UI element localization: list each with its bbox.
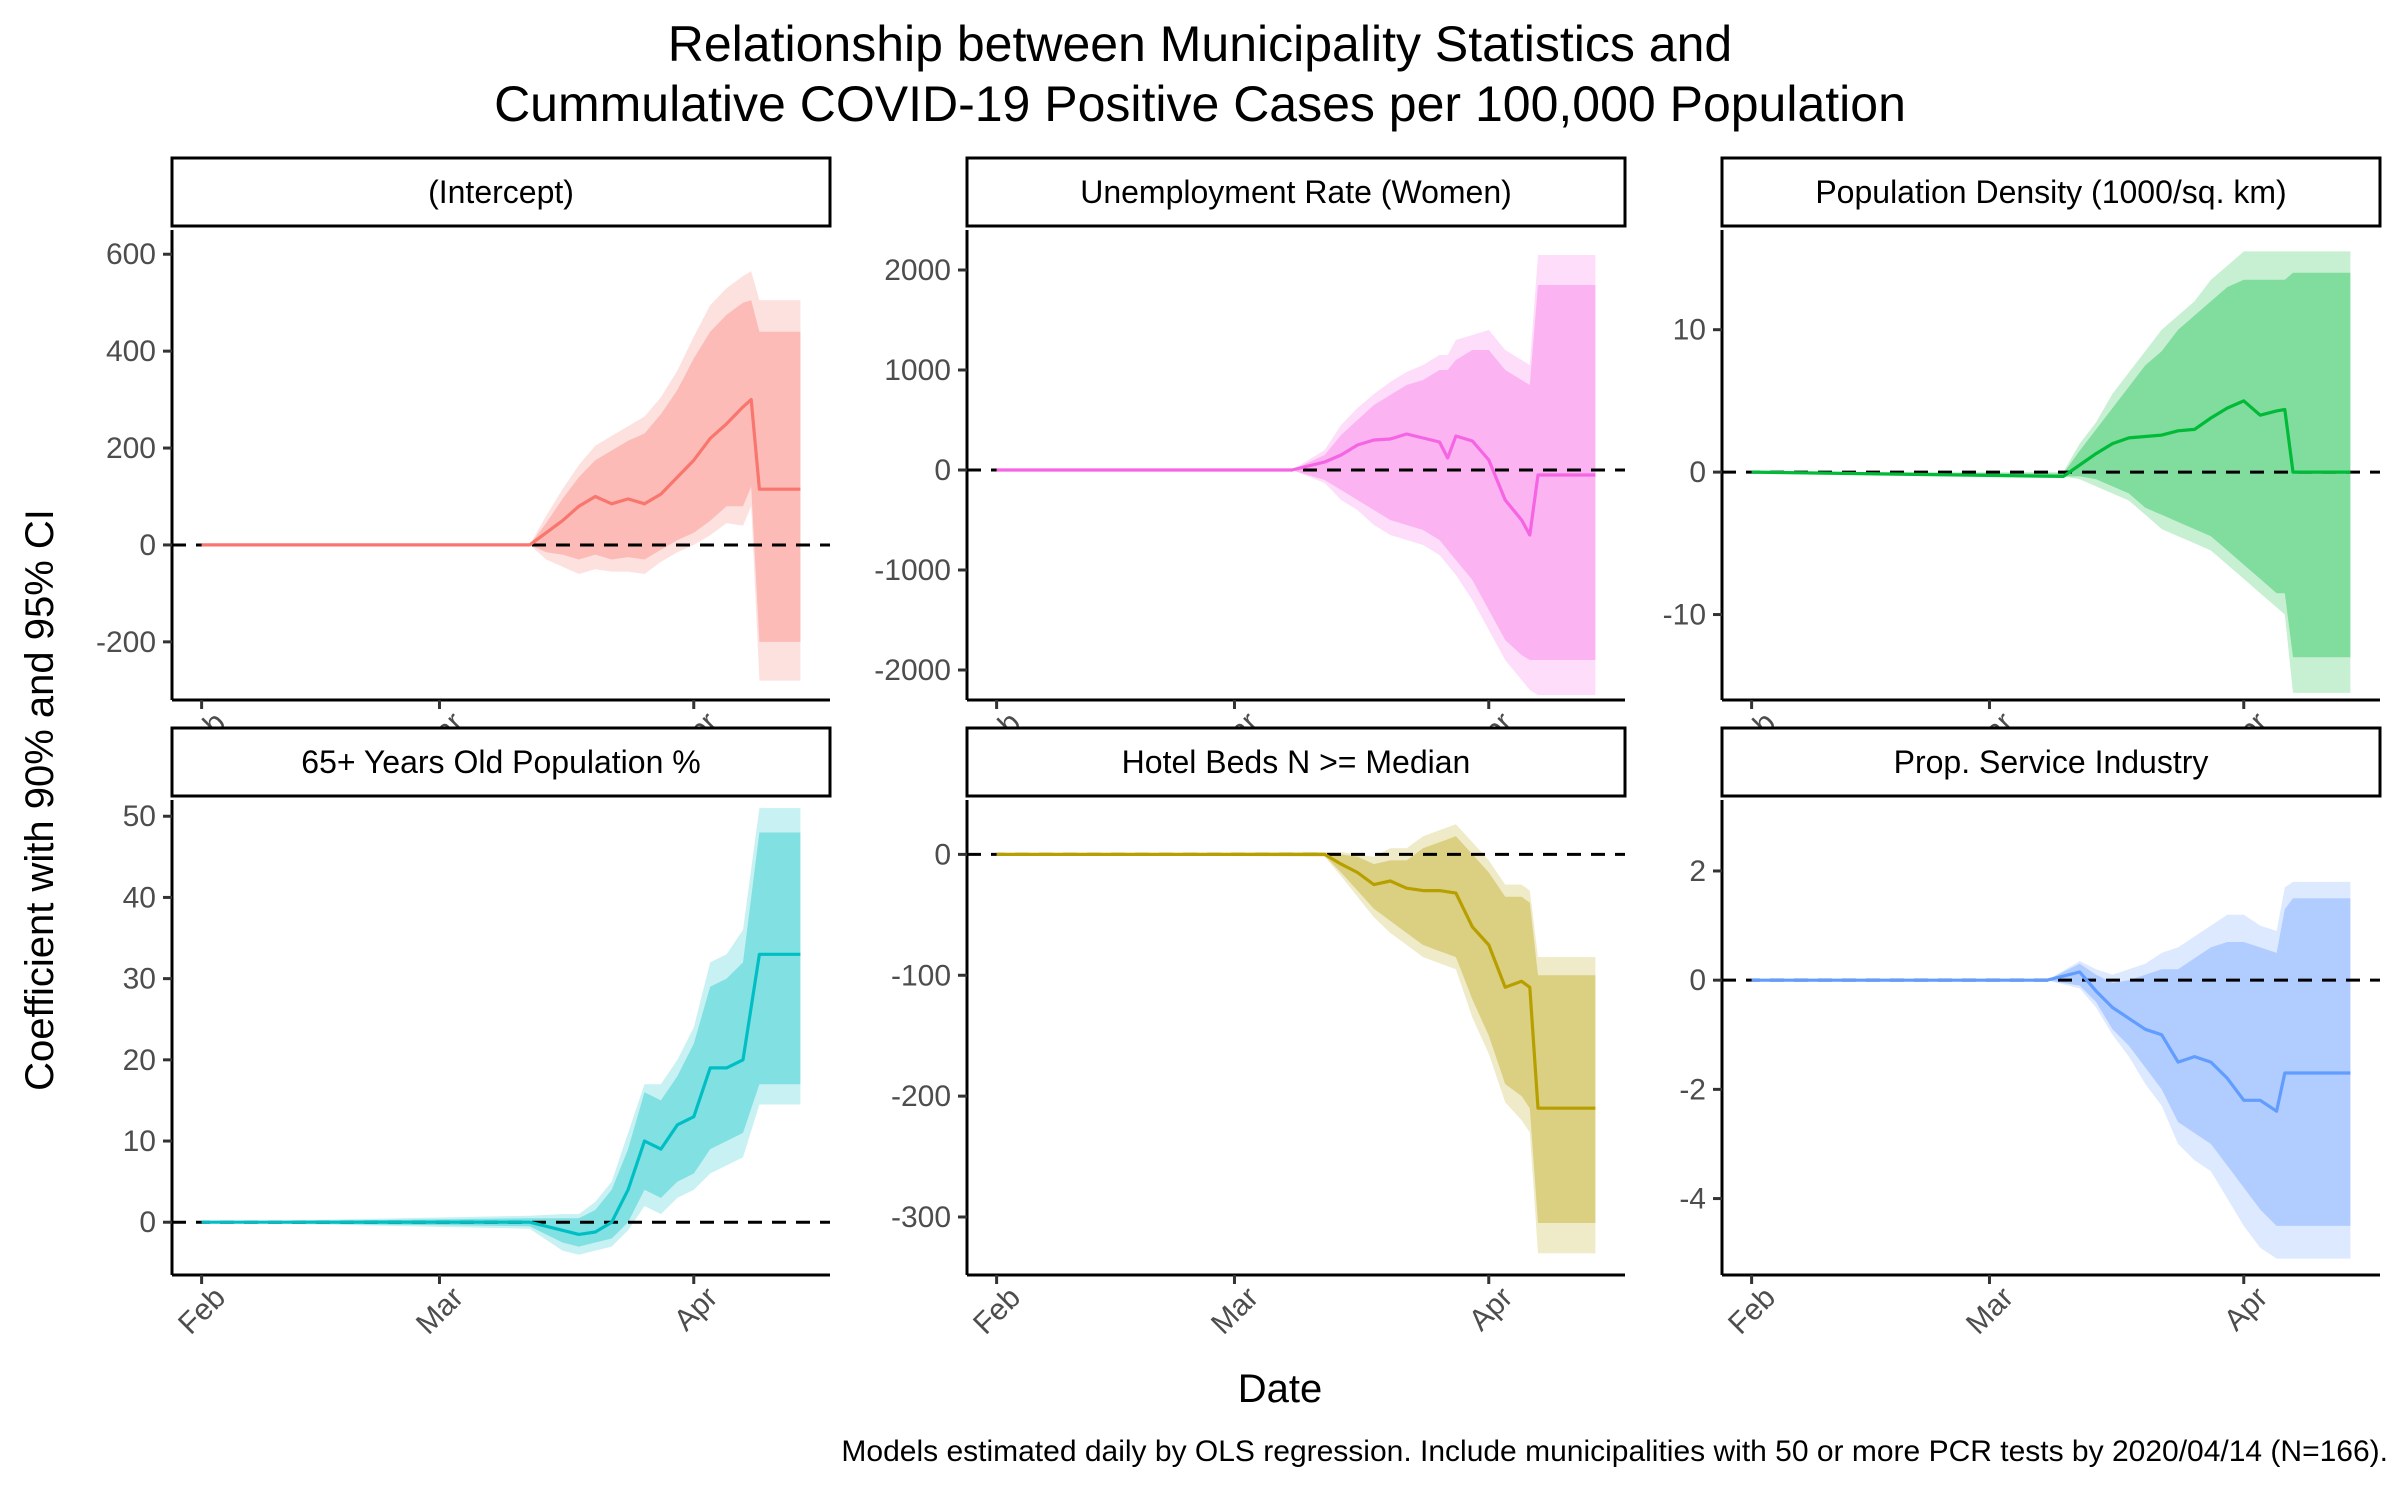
y-tick-label: 0	[139, 1206, 156, 1239]
y-tick-label: 0	[934, 838, 951, 871]
panel-6: Prop. Service Industry -4 -2 0 2 Feb Mar Apr	[1679, 726, 2382, 1341]
estimate-line	[996, 432, 1596, 537]
panel-title: Population Density (1000/sq. km)	[1815, 174, 2286, 210]
panel-4: 65+ Years Old Population % 0 10 20 30 40 50 Feb…	[123, 726, 832, 1341]
y-tick-label: 20	[123, 1044, 156, 1077]
panel-title: 65+ Years Old Population %	[301, 744, 700, 780]
y-tick-label: -10	[1663, 599, 1706, 632]
chart-title-line-1: Relationship between Municipality Statis…	[667, 16, 1733, 72]
panel-1: (Intercept)-2000200400600FebMarApr	[96, 156, 832, 766]
y-tick-label: 0	[1689, 964, 1706, 997]
x-tick-label: Feb	[967, 1281, 1027, 1341]
panel-strip	[170, 156, 832, 228]
y-tick-label: -200	[891, 1080, 951, 1113]
y-tick-label: -200	[96, 626, 156, 659]
ci95-band	[996, 824, 1596, 1254]
y-tick-label: -2	[1679, 1073, 1706, 1106]
y-axis-label: Coefficient with 90% and 95% CI	[18, 509, 62, 1091]
y-tick-label: 1000	[884, 354, 951, 387]
panel-title: Prop. Service Industry	[1894, 744, 2209, 780]
y-tick-label: 200	[106, 432, 156, 465]
chart-title-line-2: Cummulative COVID-19 Positive Cases per …	[494, 76, 1906, 132]
chart-title: Relationship between Municipality Statis…	[0, 14, 2400, 134]
x-axis-label: Date	[1237, 1367, 1323, 1411]
panel-2: Unemployment Rate (Women) -2000 -1000 0 1000…	[874, 156, 1627, 766]
ci90-band	[201, 832, 801, 1247]
y-tick-label: 10	[123, 1125, 156, 1158]
ci95-band	[996, 255, 1596, 695]
x-tick-label: Mar	[1960, 1281, 2020, 1341]
y-tick-label: 400	[106, 335, 156, 368]
x-tick-label: Apr	[2218, 1281, 2274, 1337]
x-tick-label: Feb	[1722, 1281, 1782, 1341]
panel-strip	[170, 726, 832, 798]
ci90-band	[996, 836, 1596, 1223]
panel-title: (Intercept)	[428, 174, 574, 210]
panel-strip	[965, 726, 1627, 798]
y-tick-label: 2000	[884, 254, 951, 287]
x-tick-label: Feb	[172, 1281, 232, 1341]
chart-caption: Models estimated daily by OLS regression…	[841, 1435, 2388, 1468]
panel-3: Population Density (1000/sq. km)-10010Fe…	[1663, 156, 2382, 766]
x-tick-label: Apr	[1463, 1281, 1519, 1337]
x-tick-label: Mar	[1205, 1281, 1265, 1341]
ci95-band	[1751, 881, 2351, 1259]
ci90-band	[1751, 272, 2351, 658]
y-tick-label: 30	[123, 963, 156, 996]
ci95-band	[1751, 251, 2351, 693]
y-tick-label: 0	[934, 454, 951, 487]
y-tick-label: -300	[891, 1201, 951, 1234]
panel-strip	[1720, 156, 2382, 228]
x-tick-label: Mar	[410, 1281, 470, 1341]
y-tick-label: 0	[1689, 456, 1706, 489]
estimate-line	[996, 852, 1596, 1110]
estimate-line	[201, 952, 801, 1237]
y-tick-label: 0	[139, 529, 156, 562]
y-tick-label: 2	[1689, 855, 1706, 888]
panel-title: Unemployment Rate (Women)	[1080, 174, 1512, 210]
x-tick-label: Apr	[668, 1281, 724, 1337]
panel-5: Hotel Beds N >= Median -300 -200 -100 0 Feb Ma…	[891, 726, 1627, 1341]
panel-title: Hotel Beds N >= Median	[1122, 744, 1471, 780]
y-tick-label: -100	[891, 959, 951, 992]
y-tick-label: -4	[1679, 1183, 1706, 1216]
y-tick-label: -2000	[874, 654, 951, 687]
ci90-band	[201, 300, 801, 642]
estimate-line	[1751, 970, 2351, 1113]
panel-strip	[1720, 726, 2382, 798]
ci90-band	[1751, 898, 2351, 1226]
y-tick-label: -1000	[874, 554, 951, 587]
ci90-band	[996, 285, 1596, 660]
estimate-line	[1751, 399, 2351, 478]
y-tick-label: 40	[123, 881, 156, 914]
y-tick-label: 50	[123, 800, 156, 833]
y-tick-label: 600	[106, 238, 156, 271]
panel-strip	[965, 156, 1627, 228]
y-tick-label: 10	[1673, 314, 1706, 347]
estimate-line	[201, 398, 801, 547]
